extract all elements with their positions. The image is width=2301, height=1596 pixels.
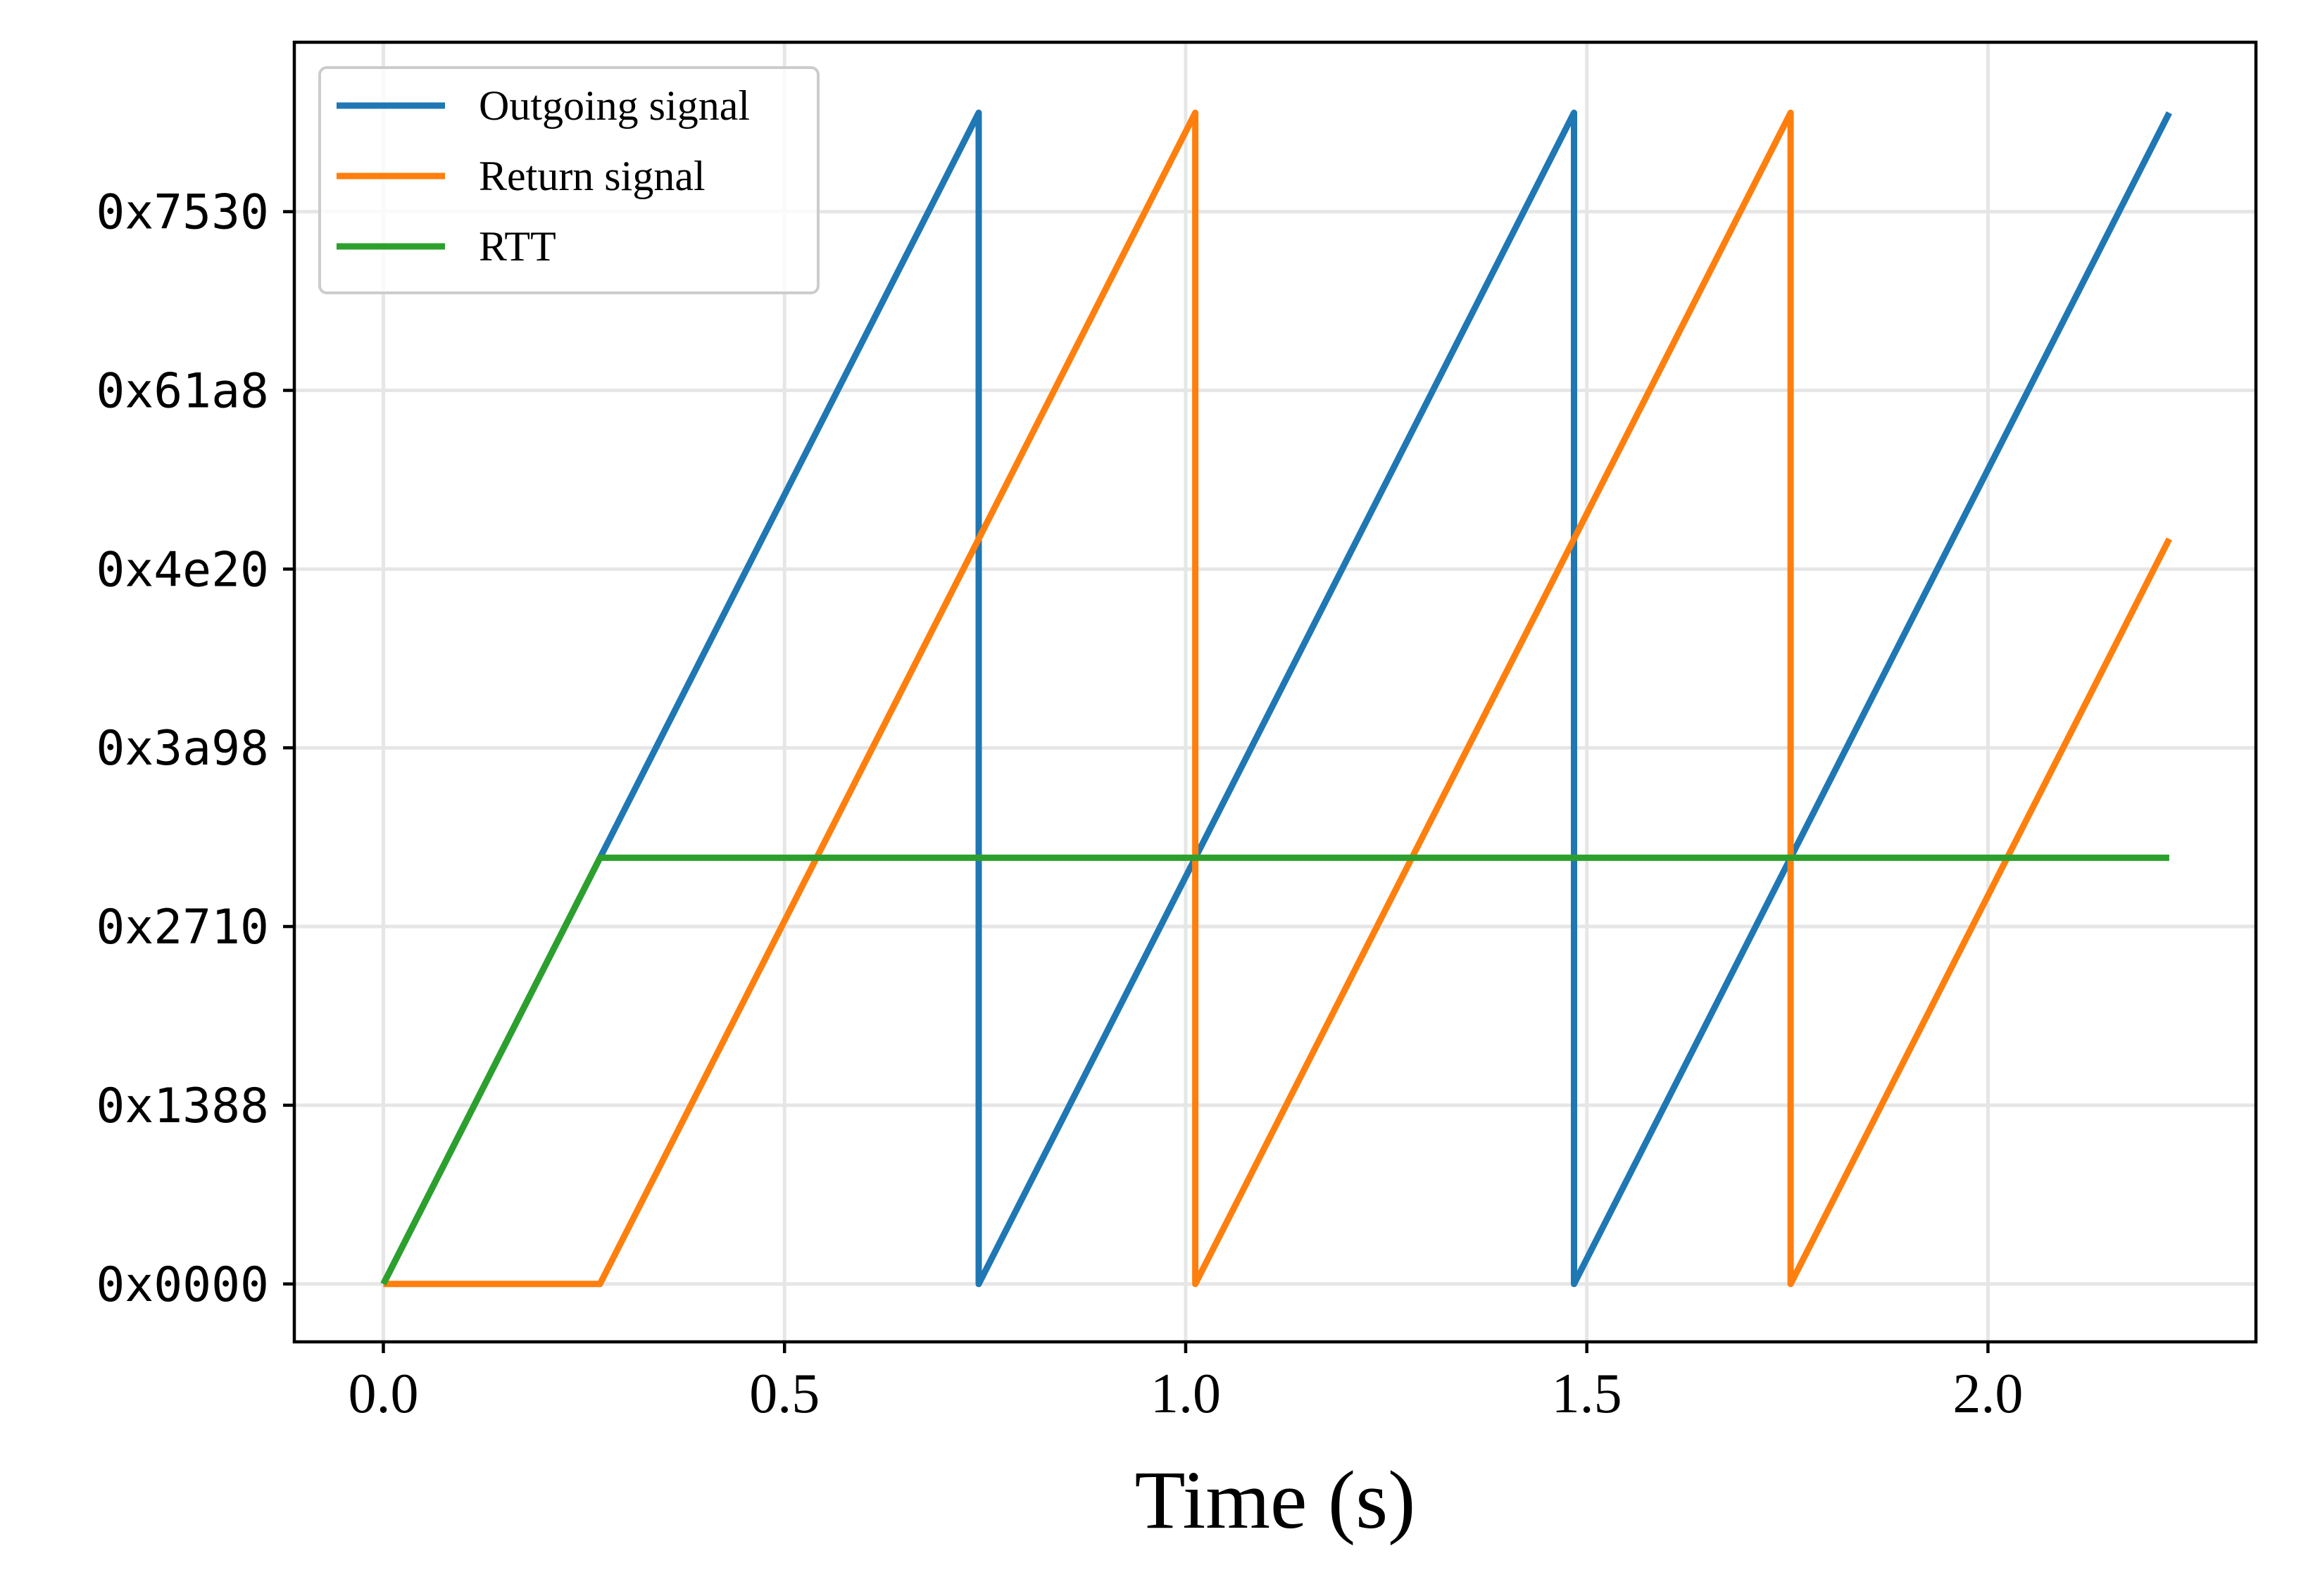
legend-label: RTT [479,223,556,270]
legend-box [318,66,820,294]
series-line-2 [383,109,2172,1288]
legend-label: Return signal [479,153,706,199]
axis-ticks: 0.0 0.5 1.0 1.5 2.0 0x0000 0x1388 0x2710 0x3a98 0… [96,185,2023,1425]
y-tick-label: 0x4e20 [96,542,269,598]
series-line-3 [380,854,2169,1286]
plot-lines [380,109,2172,1288]
y-tick-label: 0x1388 [96,1079,269,1134]
y-tick-label: 0x61a8 [96,364,269,420]
series-line-1 [380,109,2172,1288]
legend-label: Outgoing signal [479,82,750,129]
x-axis-label: Time (s) [1135,1454,1416,1546]
legend: Outgoing signal Return signal RTT [318,66,820,294]
y-tick-label: 0x0000 [96,1257,269,1313]
plot-frame [292,40,2258,1344]
x-tick-label: 0.5 [749,1363,820,1425]
y-tick-label: 0x7530 [96,185,269,241]
x-tick-label: 2.0 [1952,1363,2023,1425]
x-tick-label: 1.5 [1552,1363,1622,1425]
y-tick-label: 0x3a98 [96,721,269,777]
y-tick-label: 0x2710 [96,900,269,955]
x-tick-label: 1.0 [1150,1363,1221,1425]
x-tick-label: 0.0 [348,1363,418,1425]
